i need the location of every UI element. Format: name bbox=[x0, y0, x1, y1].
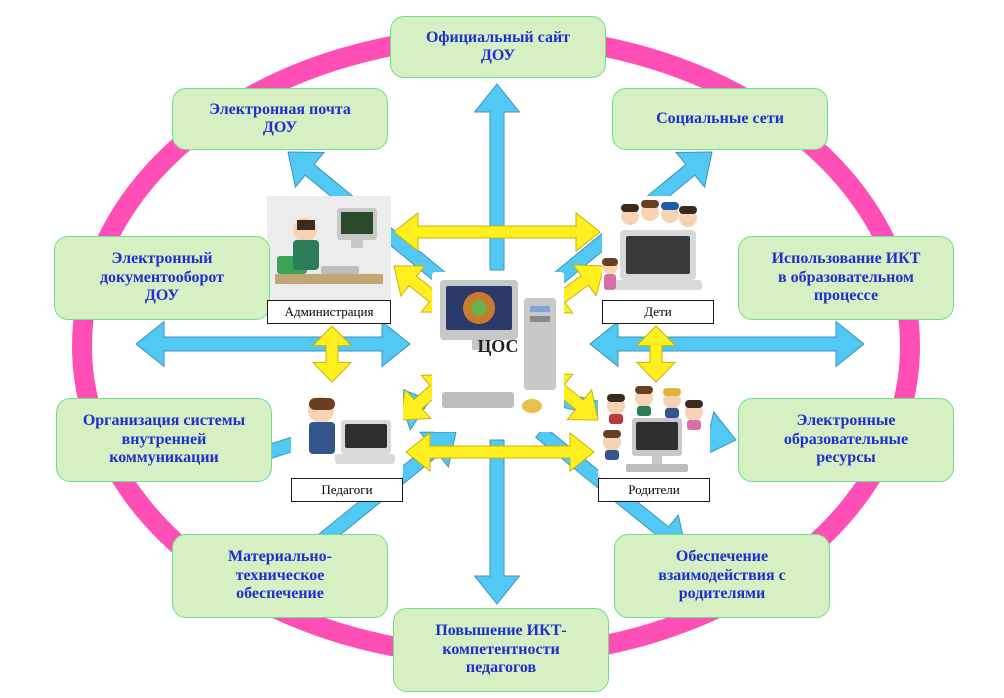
inner-label-text: Администрация bbox=[285, 305, 374, 319]
outer-box-label: Организация системывнутреннейкоммуникаци… bbox=[83, 412, 245, 467]
outer-box-ikt-edu: Использование ИКТв образовательномпроцес… bbox=[738, 236, 954, 320]
outer-box-label: Повышение ИКТ-компетентностипедагогов bbox=[435, 622, 566, 677]
outer-box-label: Официальный сайтДОУ bbox=[426, 29, 570, 66]
outer-box-parents-inter: Обеспечениевзаимодействия сродителями bbox=[614, 534, 830, 618]
outer-box-social: Социальные сети bbox=[612, 88, 828, 150]
inner-label-text: Дети bbox=[644, 305, 671, 319]
outer-box-edoc: ЭлектронныйдокументооборотДОУ bbox=[54, 236, 270, 320]
diagram-stage: Официальный сайтДОУ Электронная почтаДОУ С… bbox=[0, 0, 1004, 698]
outer-box-mto: Материально-техническоеобеспечение bbox=[172, 534, 388, 618]
inner-label-parents: Родители bbox=[598, 478, 710, 502]
outer-box-label: Материально-техническоеобеспечение bbox=[228, 548, 332, 603]
inner-label-text: Педагоги bbox=[321, 483, 372, 497]
outer-box-label: Обеспечениевзаимодействия сродителями bbox=[658, 548, 786, 603]
outer-box-label: ЭлектронныйдокументооборотДОУ bbox=[100, 250, 224, 305]
outer-box-edu-res: Электронныеобразовательныересурсы bbox=[738, 398, 954, 482]
center-label: ЦОС bbox=[468, 336, 528, 357]
inner-label-text: Родители bbox=[628, 483, 680, 497]
outer-box-label: Использование ИКТв образовательномпроцес… bbox=[772, 250, 921, 305]
inner-label-teachers: Педагоги bbox=[291, 478, 403, 502]
outer-box-label: Социальные сети bbox=[656, 110, 784, 128]
outer-box-email: Электронная почтаДОУ bbox=[172, 88, 388, 150]
outer-box-official-site: Официальный сайтДОУ bbox=[390, 16, 606, 78]
inner-label-children: Дети bbox=[602, 300, 714, 324]
outer-box-internal-comm: Организация системывнутреннейкоммуникаци… bbox=[56, 398, 272, 482]
outer-box-label: Электронная почтаДОУ bbox=[209, 101, 351, 138]
outer-box-ikt-comp: Повышение ИКТ-компетентностипедагогов bbox=[393, 608, 609, 692]
inner-label-admin: Администрация bbox=[267, 300, 391, 324]
outer-box-label: Электронныеобразовательныересурсы bbox=[784, 412, 908, 467]
